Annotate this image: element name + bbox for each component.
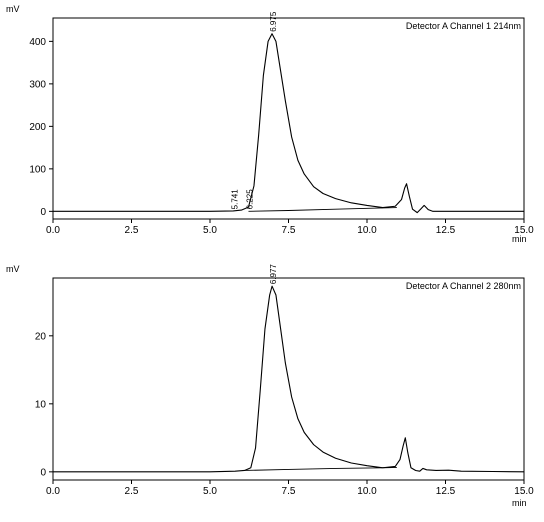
x-tick-label: 2.5 <box>125 225 139 236</box>
x-tick-label: 12.5 <box>436 486 456 497</box>
x-axis-unit-label: min <box>512 234 527 244</box>
peak-label: 6.975 <box>269 11 278 32</box>
peak-label: 5.741 <box>230 189 239 210</box>
x-tick-label: 7.5 <box>282 486 296 497</box>
peak-label: 6.225 <box>245 189 254 210</box>
signal-trace <box>53 285 525 473</box>
x-axis-unit-label: min <box>512 498 527 508</box>
x-tick-label: 2.5 <box>125 486 139 497</box>
x-tick-label: 0.0 <box>46 225 60 236</box>
chromatogram-panel-channel-1: 0 100 200 300 400 0.0 2.5 5.0 7.5 10.0 12.5 15.0 mV m… <box>6 4 534 244</box>
y-tick-label: 200 <box>29 122 46 133</box>
x-tick-label: 10.0 <box>357 486 377 497</box>
baseline-trace <box>248 207 397 212</box>
y-tick-label: 400 <box>29 37 46 48</box>
x-tick-label: 15.0 <box>514 486 534 497</box>
detector-legend: Detector A Channel 1 214nm <box>406 21 521 31</box>
y-tick-label: 20 <box>35 331 47 342</box>
x-tick-label: 12.5 <box>436 225 456 236</box>
y-axis-unit-label: mV <box>6 264 20 274</box>
x-tick-label: 0.0 <box>46 486 60 497</box>
y-tick-label: 0 <box>40 207 46 218</box>
signal-trace <box>53 33 524 214</box>
x-tick-label: 10.0 <box>357 225 377 236</box>
x-tick-label: 7.5 <box>282 225 296 236</box>
peak-label: 6.977 <box>269 264 278 285</box>
y-tick-label: 10 <box>35 399 47 410</box>
y-tick-label: 300 <box>29 79 46 90</box>
y-axis-unit-label: mV <box>6 4 20 14</box>
chromatogram-panel-channel-2: 0 10 20 0.0 2.5 5.0 7.5 10.0 12.5 15.0 mV min Detect… <box>6 264 534 508</box>
baseline-trace <box>244 466 397 471</box>
y-tick-label: 0 <box>40 467 46 478</box>
x-tick-label: 15.0 <box>514 225 534 236</box>
y-tick-label: 100 <box>29 164 46 175</box>
x-tick-label: 5.0 <box>203 486 217 497</box>
detector-legend: Detector A Channel 2 280nm <box>406 281 521 291</box>
x-tick-label: 5.0 <box>203 225 217 236</box>
